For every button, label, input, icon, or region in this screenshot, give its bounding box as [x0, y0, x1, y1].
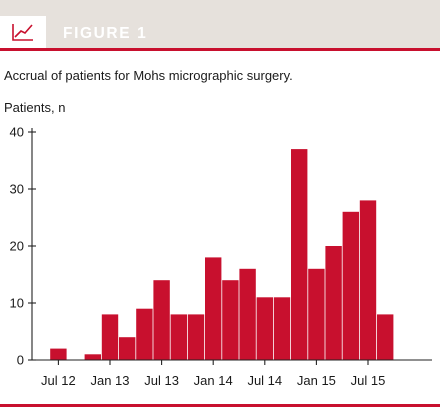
y-tick-label: 30	[10, 182, 24, 197]
bar	[119, 337, 136, 360]
y-tick-label: 10	[10, 296, 24, 311]
bar	[239, 268, 256, 360]
bar	[187, 314, 205, 360]
x-tick-label: Jul 12	[41, 373, 76, 388]
bar	[101, 314, 119, 360]
y-tick-label: 20	[10, 239, 24, 254]
y-tick-label: 40	[10, 125, 24, 140]
x-tick-label: Jul 14	[247, 373, 282, 388]
bar	[84, 354, 101, 360]
x-tick-label: Jan 13	[90, 373, 129, 388]
x-tick-label: Jan 14	[194, 373, 233, 388]
bar	[136, 308, 153, 360]
bar-chart: 0 10 20 30 40 Jul 12 Jan 13 Jul 13 Jan 14 Jul 14 J…	[10, 125, 432, 388]
bar	[205, 257, 222, 360]
x-tick-label: Jul 15	[351, 373, 386, 388]
header-rule	[0, 48, 440, 51]
bar	[50, 348, 67, 360]
bar	[377, 314, 394, 360]
bar	[273, 297, 291, 360]
footer-rule	[0, 404, 440, 407]
y-tick-label: 0	[17, 353, 24, 368]
bar	[325, 246, 342, 360]
bar	[256, 297, 273, 360]
x-tick-label: Jul 13	[144, 373, 179, 388]
y-axis-label: Patients, n	[4, 100, 66, 115]
figure-header: FIGURE 1	[0, 0, 440, 48]
figure-label: FIGURE 1	[63, 25, 148, 42]
bar	[291, 149, 308, 360]
x-tick-label: Jan 15	[297, 373, 336, 388]
bar	[222, 280, 239, 360]
figure-caption: Accrual of patients for Mohs micrographi…	[4, 68, 293, 83]
bar	[342, 211, 359, 360]
bar	[359, 200, 377, 360]
line-chart-icon	[0, 16, 46, 48]
bar	[170, 314, 187, 360]
bar	[308, 268, 325, 360]
bar	[153, 280, 170, 360]
